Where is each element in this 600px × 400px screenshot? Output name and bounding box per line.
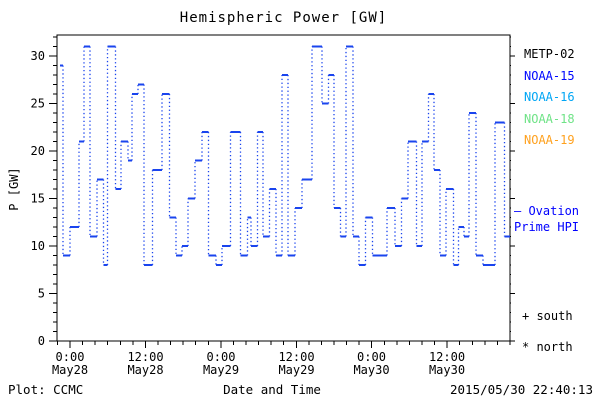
model-legend-line2: Prime HPI — [514, 220, 580, 234]
legend-item-noaa-16: NOAA-16 — [524, 90, 575, 104]
legend-item-noaa-19: NOAA-19 — [524, 133, 575, 147]
x-tick-date: May30 — [429, 363, 465, 377]
hemisphere-marker-north: * north — [522, 340, 573, 354]
x-tick-time: 0:00 — [207, 350, 236, 364]
x-tick-time: 0:00 — [357, 350, 386, 364]
chart-title: Hemispheric Power [GW] — [179, 10, 388, 26]
plot-timestamp: 2015/05/30 22:40:13 — [450, 382, 593, 397]
hemisphere-marker-south: + south — [522, 309, 573, 323]
y-tick-label: 15 — [31, 192, 45, 206]
x-tick-time: 12:00 — [127, 350, 163, 364]
y-tick-label: 25 — [31, 97, 45, 111]
x-tick-time: 12:00 — [278, 350, 314, 364]
y-tick-label: 20 — [31, 144, 45, 158]
satellite-legend: METP-02 NOAA-15 NOAA-16 NOAA-18 NOAA-19 — [524, 44, 575, 152]
y-tick-label: 5 — [38, 287, 45, 301]
x-tick-date: May29 — [278, 363, 314, 377]
x-tick-date: May28 — [127, 363, 163, 377]
plot-credit: Plot: CCMC — [8, 382, 84, 397]
legend-item-noaa-18: NOAA-18 — [524, 111, 575, 126]
series-connectors — [62, 46, 506, 265]
legend-item-noaa-15: NOAA-15 — [524, 68, 575, 83]
plot-box — [56, 34, 511, 342]
y-tick-label: 0 — [38, 334, 45, 348]
x-tick-date: May30 — [353, 363, 389, 377]
y-tick-label: 10 — [31, 239, 45, 253]
legend-item-metp-02: METP-02 — [524, 47, 575, 61]
series-steps — [60, 45, 510, 266]
x-tick-time: 12:00 — [429, 350, 465, 364]
y-axis-label: P [GW] — [7, 167, 21, 211]
x-tick-date: May28 — [52, 363, 88, 377]
x-tick-date: May29 — [203, 363, 239, 377]
model-legend: — Ovation Prime HPI — [514, 203, 579, 235]
x-tick-time: 0:00 — [56, 350, 85, 364]
y-tick-label: 30 — [31, 49, 45, 63]
model-legend-line1: — Ovation — [514, 204, 580, 218]
hemisphere-markers: + south * north — [522, 301, 573, 363]
x-axis-label: Date and Time — [223, 382, 321, 397]
